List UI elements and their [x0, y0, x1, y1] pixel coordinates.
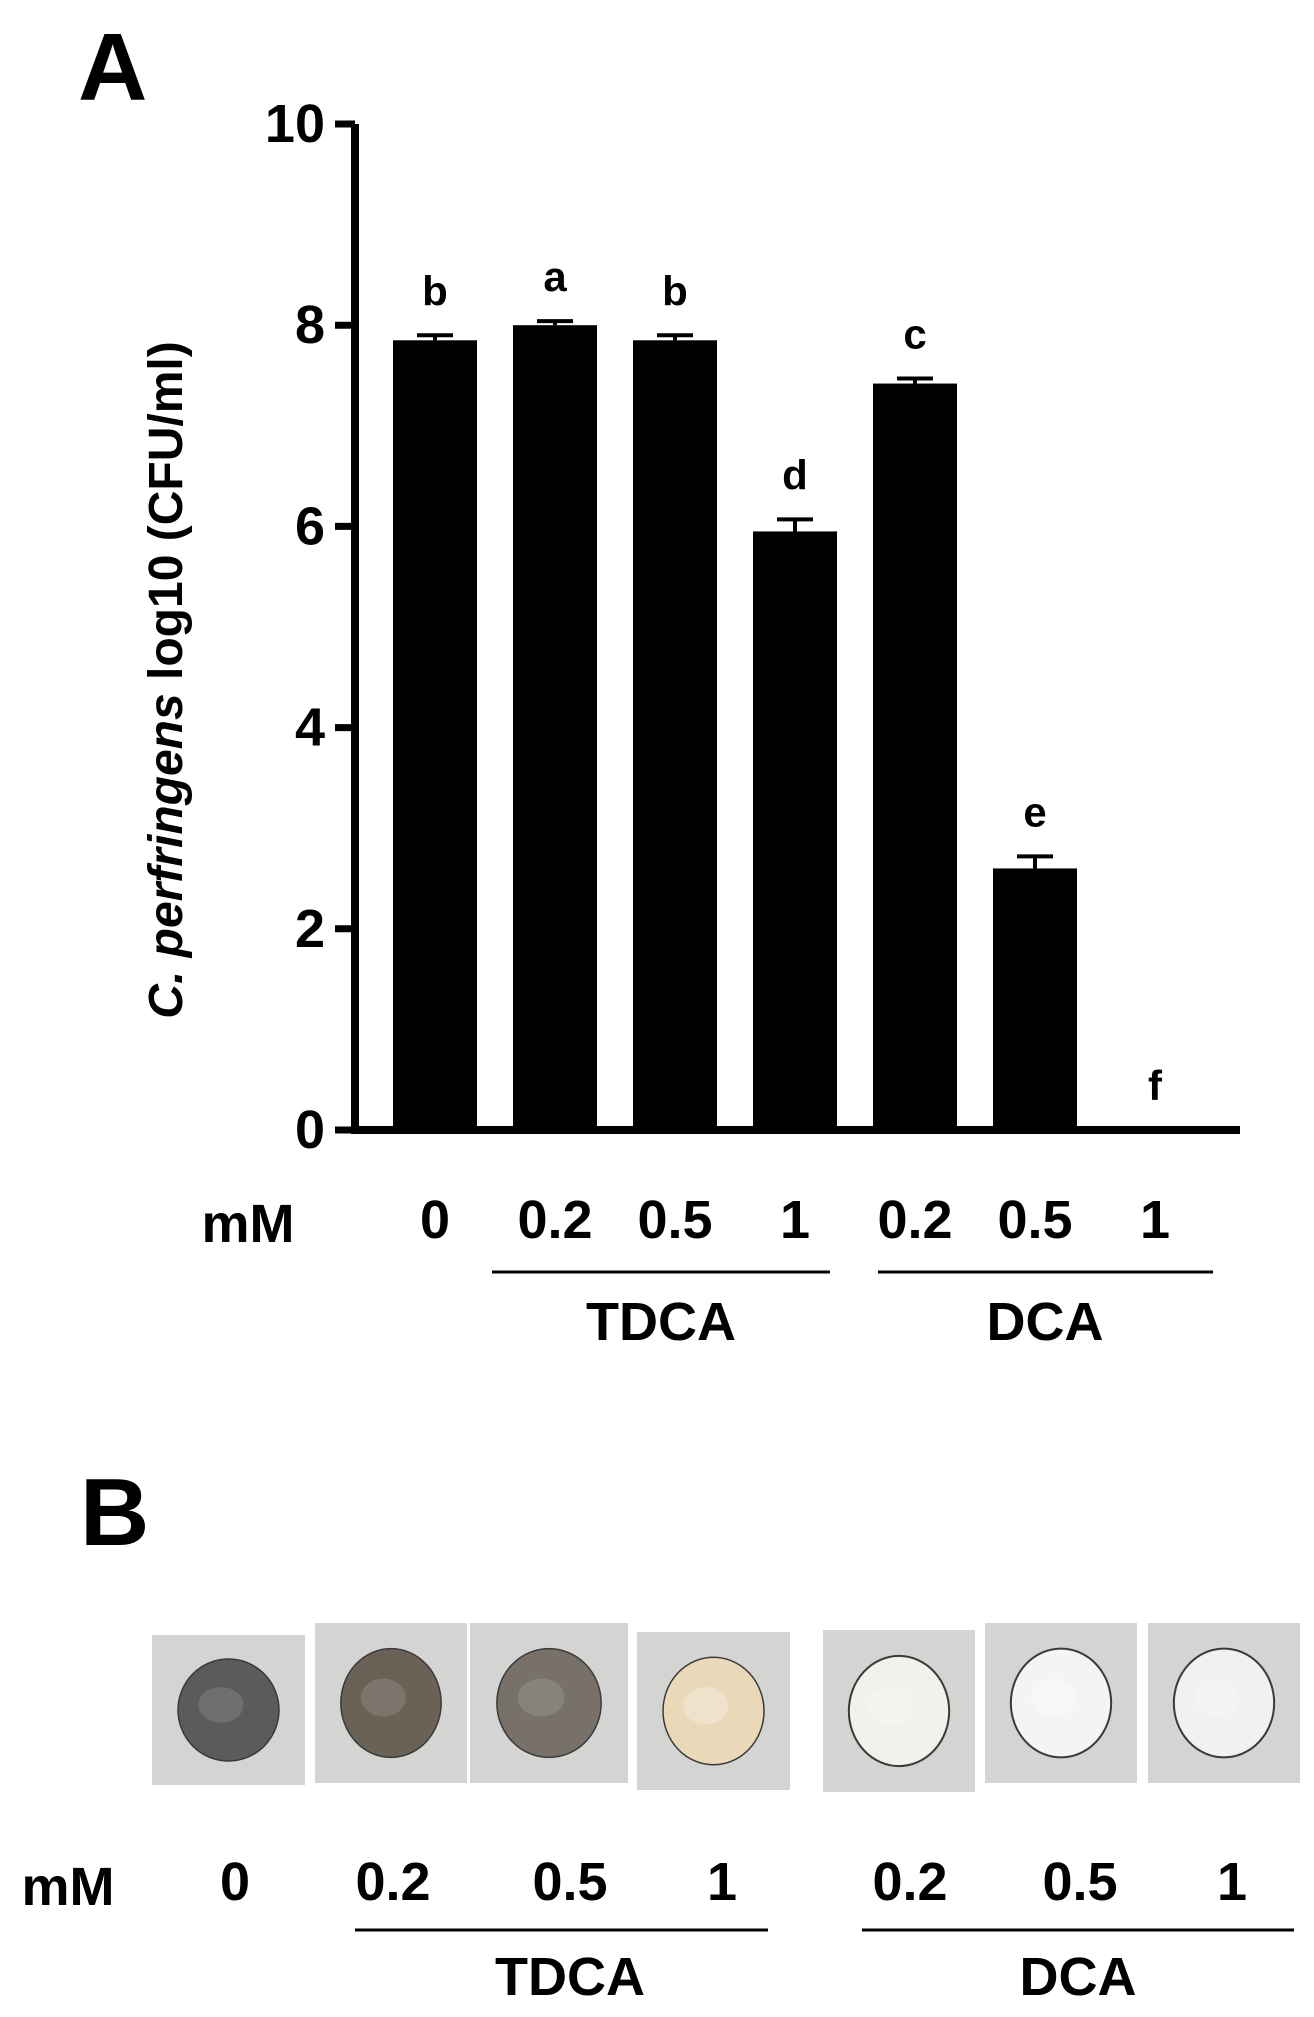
panel-b-letter: B	[80, 1459, 149, 1566]
significance-letter: b	[662, 267, 688, 314]
plate-label: 0	[220, 1852, 250, 1912]
bar	[993, 868, 1077, 1130]
plate-unit-label: mM	[22, 1857, 115, 1917]
x-unit-label: mM	[202, 1194, 295, 1254]
y-tick-label: 4	[295, 698, 325, 758]
x-tick-label: 0.2	[877, 1190, 952, 1250]
colony-spot	[340, 1647, 442, 1759]
colony-highlight	[1030, 1678, 1077, 1717]
plate-labels: 0 0.2 0.5 1 0.2 0.5 1	[220, 1852, 1247, 1912]
colony-spot	[662, 1656, 765, 1766]
panel-a-letter: A	[78, 14, 147, 121]
y-ticks: 0 2 4 6 8 10	[265, 94, 355, 1160]
plate-photo	[470, 1623, 628, 1783]
plate-label: 1	[707, 1852, 737, 1912]
significance-letter: f	[1148, 1062, 1163, 1109]
bar	[753, 531, 837, 1130]
y-tick-label: 0	[295, 1100, 325, 1160]
plate-group-label-dca: DCA	[1020, 1947, 1137, 2007]
colony-spot	[496, 1647, 602, 1759]
bars	[393, 325, 1077, 1131]
plate-label: 0.5	[1042, 1852, 1117, 1912]
plate-label: 0.5	[532, 1852, 607, 1912]
y-tick-label: 2	[295, 899, 325, 959]
group-label-tdca: TDCA	[586, 1292, 736, 1352]
significance-letter: a	[543, 253, 567, 300]
significance-letter: e	[1023, 788, 1046, 835]
y-axis-title-italic: C. perfringens	[140, 693, 193, 1018]
colony-highlight	[517, 1678, 565, 1717]
plate-group-label-tdca: TDCA	[495, 1947, 645, 2007]
x-tick-label: 0	[420, 1190, 450, 1250]
significance-letter: d	[782, 451, 808, 498]
error-bars	[417, 319, 1053, 869]
plate-photo	[152, 1635, 305, 1785]
colony-spot	[847, 1654, 951, 1768]
plate-photo	[315, 1623, 467, 1783]
x-tick-labels: 0 0.2 0.5 1 0.2 0.5 1	[420, 1190, 1170, 1250]
colony-spot	[1172, 1647, 1276, 1759]
colony-highlight	[1193, 1678, 1240, 1717]
colony-highlight	[683, 1686, 729, 1725]
plate-photo	[823, 1630, 975, 1792]
x-tick-label: 1	[780, 1190, 810, 1250]
plate-images	[152, 1623, 1300, 1792]
x-tick-label: 0.5	[997, 1190, 1072, 1250]
plate-photo	[637, 1632, 790, 1790]
y-axis-title-rest: log10 (CFU/ml)	[140, 341, 193, 693]
plate-label: 0.2	[355, 1852, 430, 1912]
y-tick-label: 8	[295, 295, 325, 355]
colony-spot	[1009, 1647, 1113, 1759]
x-tick-label: 0.2	[517, 1190, 592, 1250]
x-tick-label: 1	[1140, 1190, 1170, 1250]
plate-photo	[985, 1623, 1137, 1783]
colony-spot	[177, 1658, 280, 1762]
plate-photo	[1148, 1623, 1300, 1783]
significance-letter: c	[903, 311, 926, 358]
colony-highlight	[868, 1686, 915, 1725]
significance-letter: b	[422, 267, 448, 314]
y-tick-label: 6	[295, 496, 325, 556]
y-tick-label: 10	[265, 94, 325, 154]
plate-label: 1	[1217, 1852, 1247, 1912]
bar	[873, 383, 957, 1131]
bar	[513, 325, 597, 1130]
y-axis-title: C. perfringens log10 (CFU/ml)	[140, 341, 193, 1018]
plate-label: 0.2	[872, 1852, 947, 1912]
bar	[393, 340, 477, 1130]
colony-highlight	[198, 1687, 244, 1723]
colony-highlight	[360, 1678, 407, 1717]
bar	[633, 340, 717, 1130]
significance-letters: b a b d c e f	[422, 253, 1163, 1109]
group-label-dca: DCA	[987, 1292, 1104, 1352]
x-tick-label: 0.5	[637, 1190, 712, 1250]
